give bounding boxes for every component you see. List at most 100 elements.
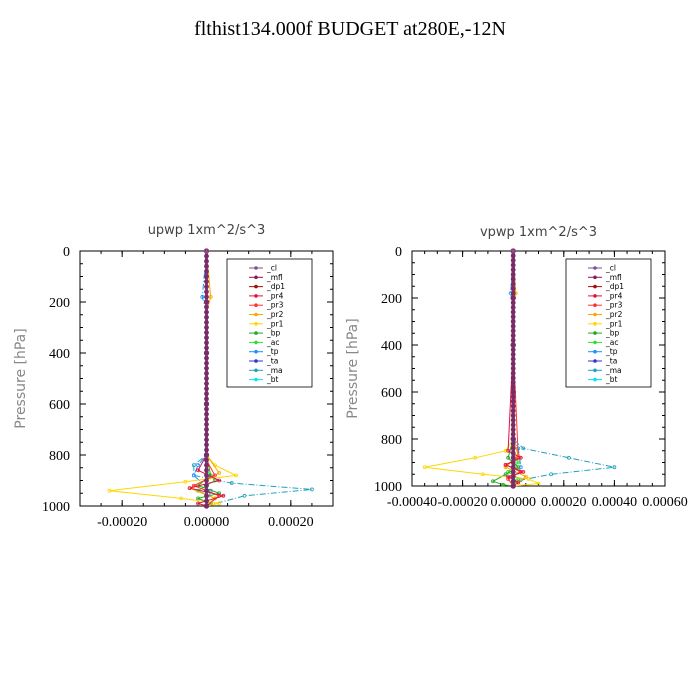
center-column-point-0 <box>204 345 209 351</box>
center-column-point-0 <box>204 401 209 407</box>
legend-label-1-_mfl: _mfl <box>605 273 622 282</box>
center-column-point-1 <box>510 483 516 489</box>
series-point-0-_pr2 <box>208 294 213 299</box>
x-tick-label-1-4: 0.00040 <box>592 495 638 510</box>
center-column-point-1 <box>510 427 516 432</box>
series-point-1-_ma <box>549 472 554 477</box>
y-tick-label-1-4: 800 <box>381 433 402 448</box>
series-point-0-_ma <box>242 493 247 498</box>
y-tick-label-0-0: 0 <box>63 245 70 260</box>
center-column-point-0 <box>204 340 209 346</box>
series-point-1-_bp <box>501 482 505 487</box>
center-column-point-1 <box>510 281 516 287</box>
center-column-point-1 <box>510 319 516 324</box>
center-column-point-1 <box>510 441 516 447</box>
center-column-point-1 <box>510 290 516 296</box>
center-column-point-1 <box>510 352 516 357</box>
x-tick-label-0-0: -0.00020 <box>97 515 147 530</box>
series-point-1-_pr4 <box>506 474 511 479</box>
center-column-point-1 <box>510 403 516 409</box>
legend-label-1-_ta: _ta <box>605 357 617 366</box>
center-column-point-0 <box>204 396 209 402</box>
center-column-point-1 <box>510 370 516 376</box>
legend-marker-1-_pr1 <box>593 322 597 326</box>
center-column-point-1 <box>510 295 516 301</box>
center-column-point-0 <box>204 416 209 422</box>
series-point-0-_pr1 <box>217 501 222 506</box>
center-column-point-1 <box>510 389 516 395</box>
center-column-point-1 <box>510 455 516 461</box>
center-column-point-1 <box>510 314 516 320</box>
center-column-point-0 <box>204 284 209 290</box>
center-column-point-0 <box>204 350 209 356</box>
x-tick-label-0-1: 0.00000 <box>184 515 230 530</box>
series-point-1-_bp <box>506 455 511 460</box>
series-point-1-_pr1 <box>503 448 508 453</box>
center-column-point-0 <box>204 422 209 427</box>
series-point-1-_pr1 <box>526 477 531 481</box>
series-point-0-_ma <box>191 463 196 468</box>
y-tick-label-1-2: 400 <box>381 339 402 354</box>
series-point-0-_pr4 <box>221 493 226 498</box>
x-tick-label-0-2: 0.00020 <box>268 515 314 530</box>
center-column-point-0 <box>204 493 209 499</box>
legend-marker-0-_tp <box>254 349 258 354</box>
center-column-point-1 <box>510 342 516 348</box>
center-column-point-0 <box>204 376 209 381</box>
series-point-1-_pr1 <box>480 472 485 477</box>
center-column-point-0 <box>204 457 209 463</box>
legend-marker-1-_pr4 <box>593 294 597 298</box>
center-column-point-1 <box>510 305 516 310</box>
legend-marker-1-_pr2 <box>593 312 597 317</box>
series-point-1-_ma <box>521 446 526 451</box>
y-tick-label-0-2: 400 <box>49 347 70 362</box>
plot-title-1: vpwp 1xm^2/s^3 <box>480 225 597 240</box>
series-point-0-_pr4 <box>196 501 200 506</box>
center-column-point-1 <box>510 380 516 385</box>
center-column-point-1 <box>510 262 516 268</box>
center-column-point-1 <box>510 394 516 400</box>
legend-marker-1-_cl <box>593 266 597 270</box>
center-column-point-0 <box>204 274 209 279</box>
legend-label-0-_cl: _cl <box>266 264 277 273</box>
center-column-point-0 <box>204 355 209 361</box>
legend-marker-1-_pr3 <box>593 303 597 308</box>
series-point-1-_pr4 <box>503 462 508 467</box>
legend-label-0-_pr2: _pr2 <box>266 310 284 319</box>
center-column-point-0 <box>204 437 209 443</box>
center-column-point-1 <box>510 323 516 329</box>
center-column-point-1 <box>510 309 516 315</box>
center-column-point-0 <box>204 406 209 412</box>
legend-label-0-_dp1: _dp1 <box>266 282 285 291</box>
legend-marker-1-_dp1 <box>593 284 597 289</box>
series-point-0-_pr4 <box>187 486 192 491</box>
legend-marker-1-_ma <box>593 368 597 373</box>
series-point-1-_ma <box>612 465 617 470</box>
legend-box-0 <box>226 258 313 388</box>
center-column-point-1 <box>510 464 516 470</box>
center-column-point-0 <box>204 299 209 305</box>
legend-marker-1-_tp <box>593 349 597 354</box>
legend-label-1-_dp1: _dp1 <box>605 282 624 291</box>
legend-marker-0-_cl <box>254 266 258 270</box>
series-line-0-_tp <box>193 250 212 507</box>
center-column-point-0 <box>204 427 209 432</box>
center-column-point-0 <box>204 258 209 264</box>
center-column-point-0 <box>204 442 209 448</box>
center-column-point-1 <box>510 460 516 465</box>
center-column-point-1 <box>510 474 516 479</box>
y-axis-label-1: Pressure [hPa] <box>345 318 361 418</box>
center-column-point-0 <box>204 320 209 325</box>
legend-label-1-_bp: _bp <box>605 329 620 338</box>
center-column-point-1 <box>510 436 516 442</box>
y-tick-label-1-0: 0 <box>395 245 402 260</box>
center-column-point-1 <box>510 408 516 414</box>
legend-label-0-_ma: _ma <box>266 366 283 375</box>
series-point-0-_tp <box>191 473 196 478</box>
series-point-1-_bp <box>503 472 508 477</box>
legend-label-1-_pr2: _pr2 <box>605 310 623 319</box>
series-point-0-_pr1 <box>179 496 184 501</box>
legend-marker-1-_bp <box>593 331 597 335</box>
center-column-point-1 <box>510 337 516 343</box>
